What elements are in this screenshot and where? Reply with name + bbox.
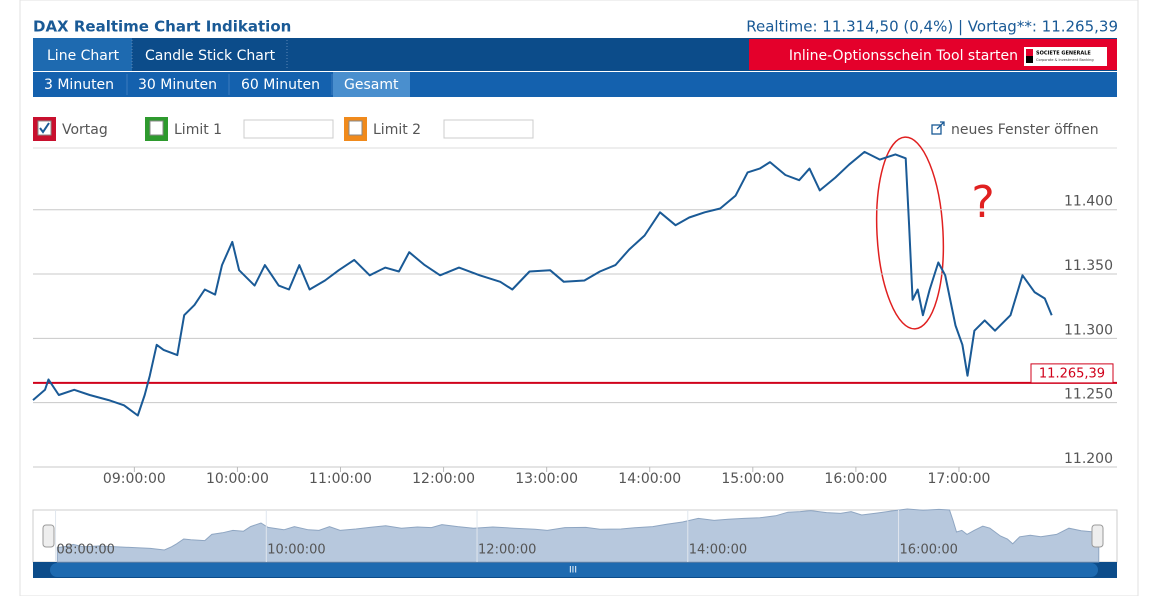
limit-input[interactable]	[243, 119, 334, 139]
nav-handle[interactable]	[42, 524, 55, 548]
logo-mark	[1026, 56, 1033, 63]
checkbox	[149, 120, 164, 136]
range[interactable]: Gesamt	[344, 77, 399, 93]
limit-input[interactable]	[443, 119, 534, 139]
y-tick-label: 11.250	[1064, 387, 1113, 403]
tab[interactable]: Candle Stick Chart	[145, 48, 276, 64]
navigator-tick-label: 16:00:00	[900, 543, 958, 558]
reference-label: 11.265,39	[1039, 366, 1105, 381]
x-tick-label: 13:00:00	[515, 471, 578, 487]
y-tick-label: 11.300	[1064, 322, 1113, 338]
quote: Realtime: 11.314,50 (0,4%) | Vortag**: 1…	[746, 18, 1118, 36]
nav-handle[interactable]	[1091, 524, 1104, 548]
price-line	[32, 150, 1053, 417]
x-tick-label: 17:00:00	[928, 471, 991, 487]
logo-tagline: Corporate & Investment Banking	[1036, 58, 1094, 62]
range[interactable]: 60 Minuten	[241, 77, 320, 93]
x-tick-label: 16:00:00	[824, 471, 887, 487]
scroll-thumb[interactable]	[50, 563, 1098, 577]
hand-circle	[875, 136, 945, 330]
x-tick-label: 12:00:00	[412, 471, 475, 487]
annotation: ?	[971, 177, 994, 228]
navigator-tick-label: 10:00:00	[267, 543, 325, 558]
active-range	[333, 72, 410, 97]
link-icon[interactable]	[931, 121, 945, 135]
y-tick-label: 11.400	[1064, 194, 1113, 210]
x-tick-label: 09:00:00	[103, 471, 166, 487]
range[interactable]: 30 Minuten	[138, 77, 217, 93]
navigator-tick-label: 14:00:00	[689, 543, 747, 558]
checkbox	[348, 120, 363, 136]
widget-title: DAX Realtime Chart Indikation	[33, 18, 291, 36]
y-tick-label: 11.350	[1064, 258, 1113, 274]
x-tick-label: 15:00:00	[721, 471, 784, 487]
navigator-tick-label: 12:00:00	[478, 543, 536, 558]
logo	[1024, 47, 1107, 66]
scroll-grip[interactable]: III	[569, 566, 577, 576]
navigator-tick-label: 08:00:00	[57, 543, 115, 558]
logo-mark	[1026, 49, 1033, 56]
reference-box	[1030, 363, 1114, 384]
x-tick-label: 11:00:00	[309, 471, 372, 487]
tab[interactable]: Line Chart	[47, 48, 120, 64]
active-tab	[33, 38, 132, 71]
link[interactable]: neues Fenster öffnen	[951, 122, 1099, 138]
tool-button-label[interactable]: Inline-Optionsschein Tool starten	[789, 48, 1018, 64]
checkmark	[39, 122, 50, 134]
navigator-area	[56, 508, 1100, 563]
option-label: Limit 1	[174, 122, 222, 138]
x-tick-label: 14:00:00	[618, 471, 681, 487]
range[interactable]: 3 Minuten	[44, 77, 114, 93]
option-label: Vortag	[62, 122, 108, 138]
x-tick-label: 10:00:00	[206, 471, 269, 487]
option-label: Limit 2	[373, 122, 421, 138]
logo-name: SOCIETE GENERALE	[1036, 51, 1091, 57]
panel	[19, 0, 1139, 597]
range-bar	[33, 72, 1117, 97]
y-tick-label: 11.200	[1064, 451, 1113, 467]
